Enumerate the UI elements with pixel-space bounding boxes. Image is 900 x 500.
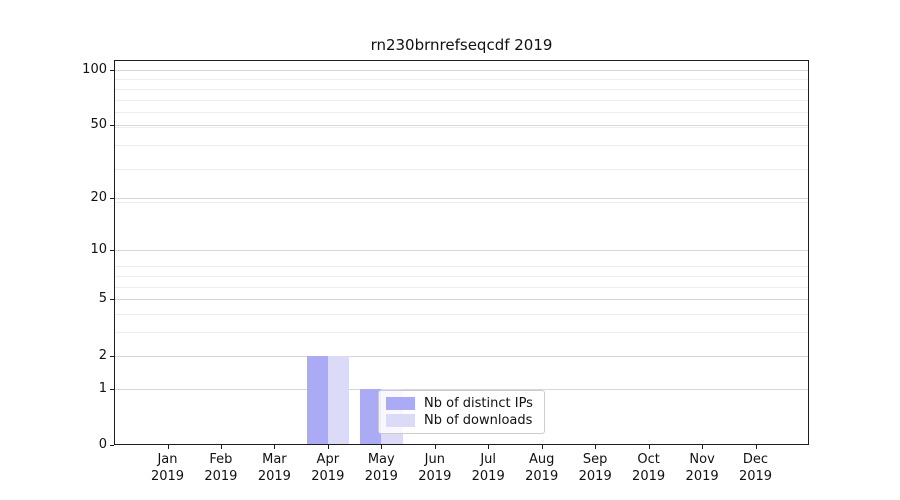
- minor-gridline: [114, 286, 809, 288]
- x-tick-mark: [220, 445, 222, 449]
- x-tick-label: Jun 2019: [407, 451, 463, 485]
- x-tick-mark: [595, 445, 597, 449]
- x-tick-label: May 2019: [353, 451, 409, 485]
- minor-gridline: [114, 266, 809, 268]
- y-tick-label: 0: [98, 437, 107, 452]
- y-tick-label: 1: [98, 380, 107, 396]
- x-tick-year: 2019: [685, 469, 719, 484]
- x-tick-year: 2019: [471, 469, 505, 484]
- x-tick-mark: [167, 445, 169, 449]
- x-tick-mark: [541, 445, 543, 449]
- y-tick-mark: [110, 250, 114, 252]
- x-tick-label: Feb 2019: [193, 451, 249, 485]
- y-tick-mark: [110, 355, 114, 357]
- y-tick-label: 100: [82, 61, 107, 77]
- x-tick-year: 2019: [578, 469, 612, 484]
- legend-item-distinct-ips: Nb of distinct IPs: [386, 396, 537, 411]
- x-tick-label: Dec 2019: [728, 451, 784, 485]
- x-tick-year: 2019: [632, 469, 666, 484]
- legend-label-distinct-ips: Nb of distinct IPs: [424, 395, 533, 411]
- y-tick-label: 10: [90, 242, 107, 258]
- x-tick-label: Apr 2019: [300, 451, 356, 485]
- minor-gridline: [114, 314, 809, 316]
- chart-title: rn230brnrefseqcdf 2019: [370, 36, 553, 54]
- y-tick-mark: [110, 299, 114, 301]
- y-tick-mark: [110, 445, 114, 446]
- major-gridline: [114, 355, 809, 357]
- x-tick-mark: [434, 445, 436, 449]
- x-tick-label: Jan 2019: [140, 451, 196, 485]
- legend-swatch-distinct-ips: [386, 396, 415, 410]
- major-gridline: [114, 250, 809, 252]
- plot-area: [114, 60, 809, 445]
- minor-gridline: [114, 79, 809, 81]
- x-tick-label: Sep 2019: [567, 451, 623, 485]
- x-tick-mark: [488, 445, 490, 449]
- y-tick-mark: [110, 125, 114, 127]
- y-tick-label: 5: [98, 291, 107, 307]
- x-tick-label: Jul 2019: [460, 451, 516, 485]
- y-tick-label: 2: [98, 347, 107, 363]
- x-tick-label: Mar 2019: [246, 451, 302, 485]
- minor-gridline: [114, 127, 809, 128]
- y-tick-mark: [110, 197, 114, 199]
- y-tick-label: 50: [90, 117, 107, 133]
- minor-gridline: [114, 99, 809, 101]
- legend-swatch-downloads: [386, 414, 415, 428]
- major-gridline: [114, 299, 809, 301]
- x-tick-mark: [274, 445, 276, 449]
- x-tick-year: 2019: [311, 469, 345, 484]
- legend-label-downloads: Nb of downloads: [424, 413, 533, 429]
- x-tick-mark: [648, 445, 650, 449]
- major-gridline: [114, 69, 809, 71]
- minor-gridline: [114, 201, 809, 203]
- major-gridline: [114, 197, 809, 199]
- x-tick-label: Aug 2019: [514, 451, 570, 485]
- y-tick-mark: [110, 69, 114, 71]
- y-tick-mark: [110, 388, 114, 390]
- x-tick-year: 2019: [150, 469, 185, 484]
- x-tick-year: 2019: [418, 469, 452, 484]
- x-tick-label: Oct 2019: [621, 451, 677, 485]
- x-tick-year: 2019: [525, 469, 559, 484]
- x-tick-mark: [381, 445, 383, 449]
- legend: Nb of distinct IPs Nb of downloads: [378, 390, 545, 434]
- minor-gridline: [114, 145, 809, 147]
- x-tick-year: 2019: [364, 469, 398, 484]
- x-tick-mark: [327, 445, 329, 449]
- bar-apr-distinct-ips: [306, 355, 328, 444]
- x-tick-mark: [702, 445, 704, 449]
- minor-gridline: [114, 168, 809, 170]
- minor-gridline: [114, 276, 809, 277]
- minor-gridline: [114, 88, 809, 90]
- bar-may-distinct-ips: [359, 388, 382, 444]
- x-tick-label: Nov 2019: [674, 451, 730, 485]
- x-tick-year: 2019: [204, 469, 238, 484]
- y-tick-label: 20: [90, 189, 107, 205]
- minor-gridline: [114, 332, 809, 334]
- major-gridline: [114, 125, 809, 127]
- minor-gridline: [114, 112, 809, 114]
- x-tick-year: 2019: [257, 469, 291, 484]
- major-gridline: [114, 388, 809, 390]
- legend-item-downloads: Nb of downloads: [386, 413, 537, 428]
- x-tick-year: 2019: [738, 469, 773, 484]
- x-tick-mark: [755, 445, 757, 449]
- bar-apr-downloads: [327, 355, 350, 444]
